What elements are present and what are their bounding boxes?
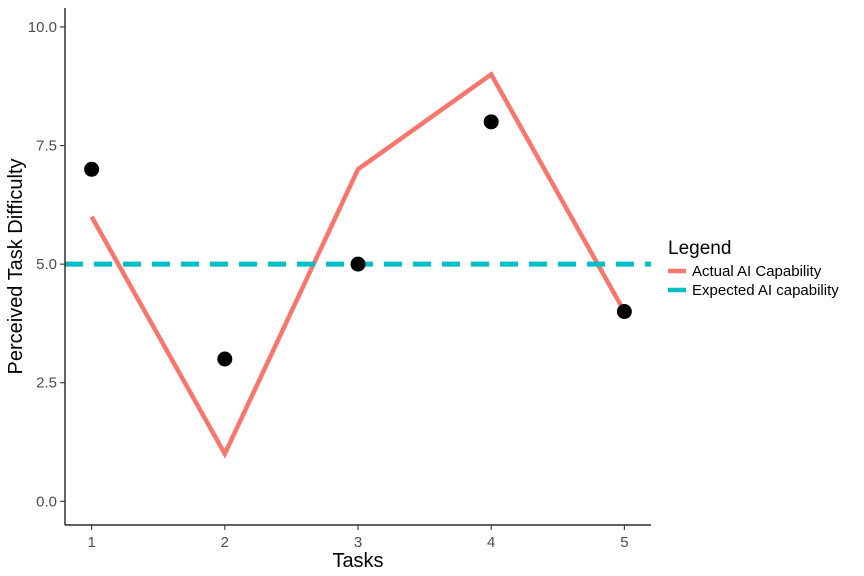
legend-title: Legend — [668, 238, 731, 259]
legend-label: Expected AI capability — [692, 282, 839, 299]
legend: Legend Actual AI Capability Expected AI c… — [668, 238, 839, 299]
legend-label: Actual AI Capability — [692, 263, 822, 280]
plot-area — [65, 71, 651, 459]
x-tick-label: 1 — [87, 534, 95, 551]
y-tick-label: 7.5 — [36, 138, 57, 155]
x-axis-title: Tasks — [332, 550, 383, 572]
y-tick-label: 5.0 — [36, 256, 57, 273]
data-point — [616, 304, 632, 320]
x-tick-label: 3 — [354, 534, 362, 551]
x-tick-label: 4 — [487, 534, 495, 551]
x-tick-label: 5 — [620, 534, 628, 551]
data-point — [84, 161, 100, 177]
data-point — [350, 256, 366, 272]
y-tick-label: 10.0 — [28, 19, 57, 36]
x-tick-label: 2 — [221, 534, 229, 551]
y-axis-title: Perceived Task Difficulty — [5, 158, 27, 374]
y-tick-label: 2.5 — [36, 375, 57, 392]
data-point — [217, 351, 233, 367]
y-tick-label: 0.0 — [36, 493, 57, 510]
y-axis-ticks: 0.0 2.5 5.0 7.5 10.0 — [28, 19, 65, 510]
data-point — [483, 114, 499, 130]
x-axis-ticks: 1 2 3 4 5 — [87, 525, 629, 551]
actual-ai-capability-line — [89, 71, 627, 459]
